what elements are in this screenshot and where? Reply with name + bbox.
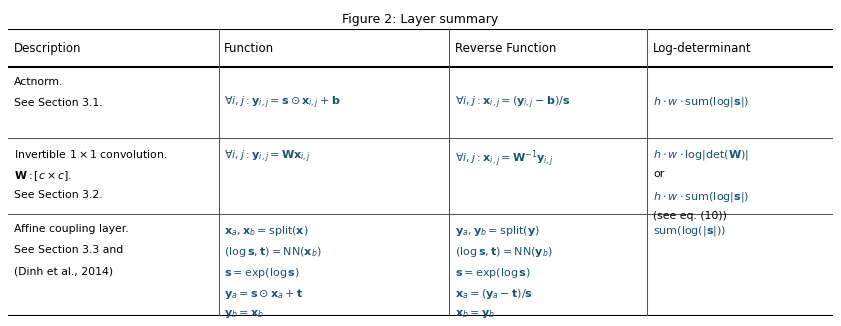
Text: $\forall i,j:\mathbf{x}_{i,j}=(\mathbf{y}_{i,j}-\mathbf{b})/\mathbf{s}$: $\forall i,j:\mathbf{x}_{i,j}=(\mathbf{y… xyxy=(455,94,570,111)
Text: $\forall i,j:\mathbf{x}_{i,j}=\mathbf{W}^{-1}\mathbf{y}_{i,j}$: $\forall i,j:\mathbf{x}_{i,j}=\mathbf{W}… xyxy=(455,148,554,169)
Text: See Section 3.3 and: See Section 3.3 and xyxy=(14,245,124,255)
Text: $\mathbf{x}_a=(\mathbf{y}_a-\mathbf{t})/\mathbf{s}$: $\mathbf{x}_a=(\mathbf{y}_a-\mathbf{t})/… xyxy=(455,287,533,301)
Text: $\mathbf{y}_a=\mathbf{s}\odot\mathbf{x}_a+\mathbf{t}$: $\mathbf{y}_a=\mathbf{s}\odot\mathbf{x}_… xyxy=(225,287,304,301)
Text: Function: Function xyxy=(225,42,274,55)
Text: $(\log\mathbf{s},\mathbf{t})=\mathrm{NN}(\mathbf{y}_b)$: $(\log\mathbf{s},\mathbf{t})=\mathrm{NN}… xyxy=(455,245,553,259)
Text: Invertible $1\times 1$ convolution.: Invertible $1\times 1$ convolution. xyxy=(14,148,167,160)
Text: $h\cdot w\cdot\mathrm{sum}(\log|\mathbf{s}|)$: $h\cdot w\cdot\mathrm{sum}(\log|\mathbf{… xyxy=(653,96,749,110)
Text: (see eq. (10)): (see eq. (10)) xyxy=(653,211,727,221)
Text: $\mathbf{W}:[c\times c].$: $\mathbf{W}:[c\times c].$ xyxy=(14,169,72,183)
Text: See Section 3.2.: See Section 3.2. xyxy=(14,190,103,200)
Text: $\mathbf{s}=\exp(\log\mathbf{s})$: $\mathbf{s}=\exp(\log\mathbf{s})$ xyxy=(455,266,531,280)
Text: Actnorm.: Actnorm. xyxy=(14,77,64,87)
Text: or: or xyxy=(653,169,664,179)
Text: $(\log\mathbf{s},\mathbf{t})=\mathrm{NN}(\mathbf{x}_b)$: $(\log\mathbf{s},\mathbf{t})=\mathrm{NN}… xyxy=(225,245,322,259)
Text: $\forall i,j:\mathbf{y}_{i,j}=\mathbf{W}\mathbf{x}_{i,j}$: $\forall i,j:\mathbf{y}_{i,j}=\mathbf{W}… xyxy=(225,148,311,165)
Text: Figure 2: Layer summary: Figure 2: Layer summary xyxy=(342,13,499,26)
Text: $h\cdot w\cdot\log|\det(\mathbf{W})|$: $h\cdot w\cdot\log|\det(\mathbf{W})|$ xyxy=(653,148,749,162)
Text: Description: Description xyxy=(14,42,82,55)
Text: See Section 3.1.: See Section 3.1. xyxy=(14,98,103,108)
Text: $\mathbf{s}=\exp(\log\mathbf{s})$: $\mathbf{s}=\exp(\log\mathbf{s})$ xyxy=(225,266,300,280)
Text: $\forall i,j:\mathbf{y}_{i,j}=\mathbf{s}\odot\mathbf{x}_{i,j}+\mathbf{b}$: $\forall i,j:\mathbf{y}_{i,j}=\mathbf{s}… xyxy=(225,94,341,111)
Text: $h\cdot w\cdot\mathrm{sum}(\log|\mathbf{s}|)$: $h\cdot w\cdot\mathrm{sum}(\log|\mathbf{… xyxy=(653,190,749,204)
Text: $\mathbf{y}_a,\mathbf{y}_b=\mathrm{split}(\mathbf{y})$: $\mathbf{y}_a,\mathbf{y}_b=\mathrm{split… xyxy=(455,224,540,238)
Text: Affine coupling layer.: Affine coupling layer. xyxy=(14,224,129,234)
Text: (Dinh et al., 2014): (Dinh et al., 2014) xyxy=(14,266,114,276)
Text: Reverse Function: Reverse Function xyxy=(455,42,557,55)
Text: $\mathbf{x}_a,\mathbf{x}_b=\mathrm{split}(\mathbf{x})$: $\mathbf{x}_a,\mathbf{x}_b=\mathrm{split… xyxy=(225,224,309,238)
Text: $\mathbf{x}_b=\mathbf{y}_b$: $\mathbf{x}_b=\mathbf{y}_b$ xyxy=(455,308,495,320)
Text: Log-determinant: Log-determinant xyxy=(653,42,752,55)
Text: $\mathrm{sum}(\log(|\mathbf{s}|))$: $\mathrm{sum}(\log(|\mathbf{s}|))$ xyxy=(653,224,726,238)
Text: $\mathbf{y}_b=\mathbf{x}_b$: $\mathbf{y}_b=\mathbf{x}_b$ xyxy=(225,308,264,320)
